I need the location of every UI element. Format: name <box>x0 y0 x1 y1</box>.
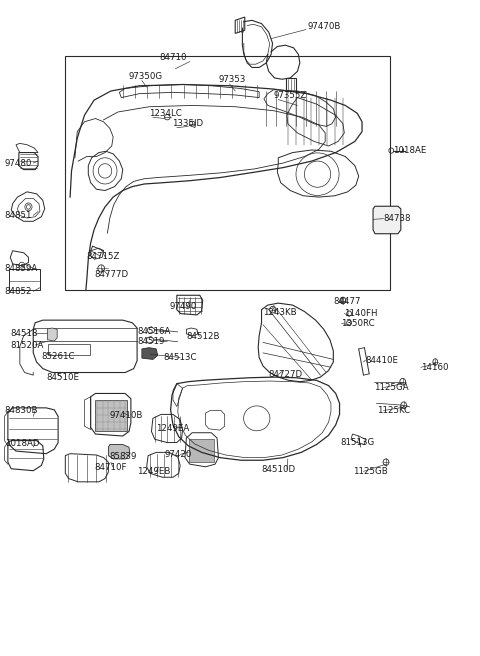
Bar <box>48 344 90 356</box>
Text: 85839: 85839 <box>110 452 137 461</box>
Bar <box>65 56 390 290</box>
Text: 1249EA: 1249EA <box>156 424 190 433</box>
Text: 84859A: 84859A <box>4 264 38 273</box>
Text: 84851: 84851 <box>4 211 32 220</box>
Text: 1335JD: 1335JD <box>172 119 203 129</box>
Bar <box>375 211 398 231</box>
Text: 84710F: 84710F <box>95 463 127 472</box>
Text: 97410B: 97410B <box>110 411 143 420</box>
Text: 84830B: 84830B <box>4 406 38 415</box>
Text: 1234LC: 1234LC <box>149 109 182 118</box>
Polygon shape <box>142 348 157 359</box>
Bar <box>189 439 214 462</box>
Text: 84510D: 84510D <box>262 465 296 474</box>
Text: 1350RC: 1350RC <box>341 319 375 328</box>
Text: 1125GB: 1125GB <box>353 467 388 476</box>
Text: 84518: 84518 <box>10 329 38 338</box>
Text: 84477: 84477 <box>333 297 361 306</box>
Text: 84777D: 84777D <box>94 270 128 279</box>
Text: 1140FH: 1140FH <box>344 309 378 318</box>
Polygon shape <box>108 445 130 459</box>
Bar <box>96 400 127 432</box>
Text: 84715Z: 84715Z <box>86 252 119 261</box>
Text: 1249EB: 1249EB <box>137 467 170 476</box>
Text: 84852: 84852 <box>4 287 32 296</box>
Text: 97350G: 97350G <box>129 72 163 81</box>
Polygon shape <box>373 206 401 234</box>
Text: 84410E: 84410E <box>365 356 398 365</box>
Text: 97470B: 97470B <box>307 22 340 31</box>
Text: 84519: 84519 <box>137 337 165 346</box>
Text: 1018AD: 1018AD <box>4 439 39 447</box>
Polygon shape <box>48 328 57 341</box>
Text: 84510E: 84510E <box>46 373 79 382</box>
Text: 81513G: 81513G <box>340 438 375 447</box>
Text: 81520A: 81520A <box>10 340 44 350</box>
Text: 84512B: 84512B <box>186 332 220 341</box>
Bar <box>9 269 40 290</box>
Text: 85261C: 85261C <box>41 352 75 361</box>
Text: 97420: 97420 <box>164 450 192 459</box>
Text: 14160: 14160 <box>421 363 448 372</box>
Text: 84513C: 84513C <box>163 353 197 362</box>
Text: 97490: 97490 <box>169 302 197 311</box>
Text: 1125GA: 1125GA <box>374 383 408 392</box>
Text: 84516A: 84516A <box>137 327 170 337</box>
Text: 97480: 97480 <box>4 159 32 167</box>
Text: 84727D: 84727D <box>269 370 303 379</box>
Text: 1243KB: 1243KB <box>263 308 297 317</box>
Text: 97353: 97353 <box>218 75 246 85</box>
Text: 97355Z: 97355Z <box>274 91 307 100</box>
Text: 1018AE: 1018AE <box>393 146 427 155</box>
Text: 84738: 84738 <box>384 214 411 223</box>
Text: 84710: 84710 <box>159 53 187 62</box>
Text: 1125KC: 1125KC <box>377 406 410 415</box>
